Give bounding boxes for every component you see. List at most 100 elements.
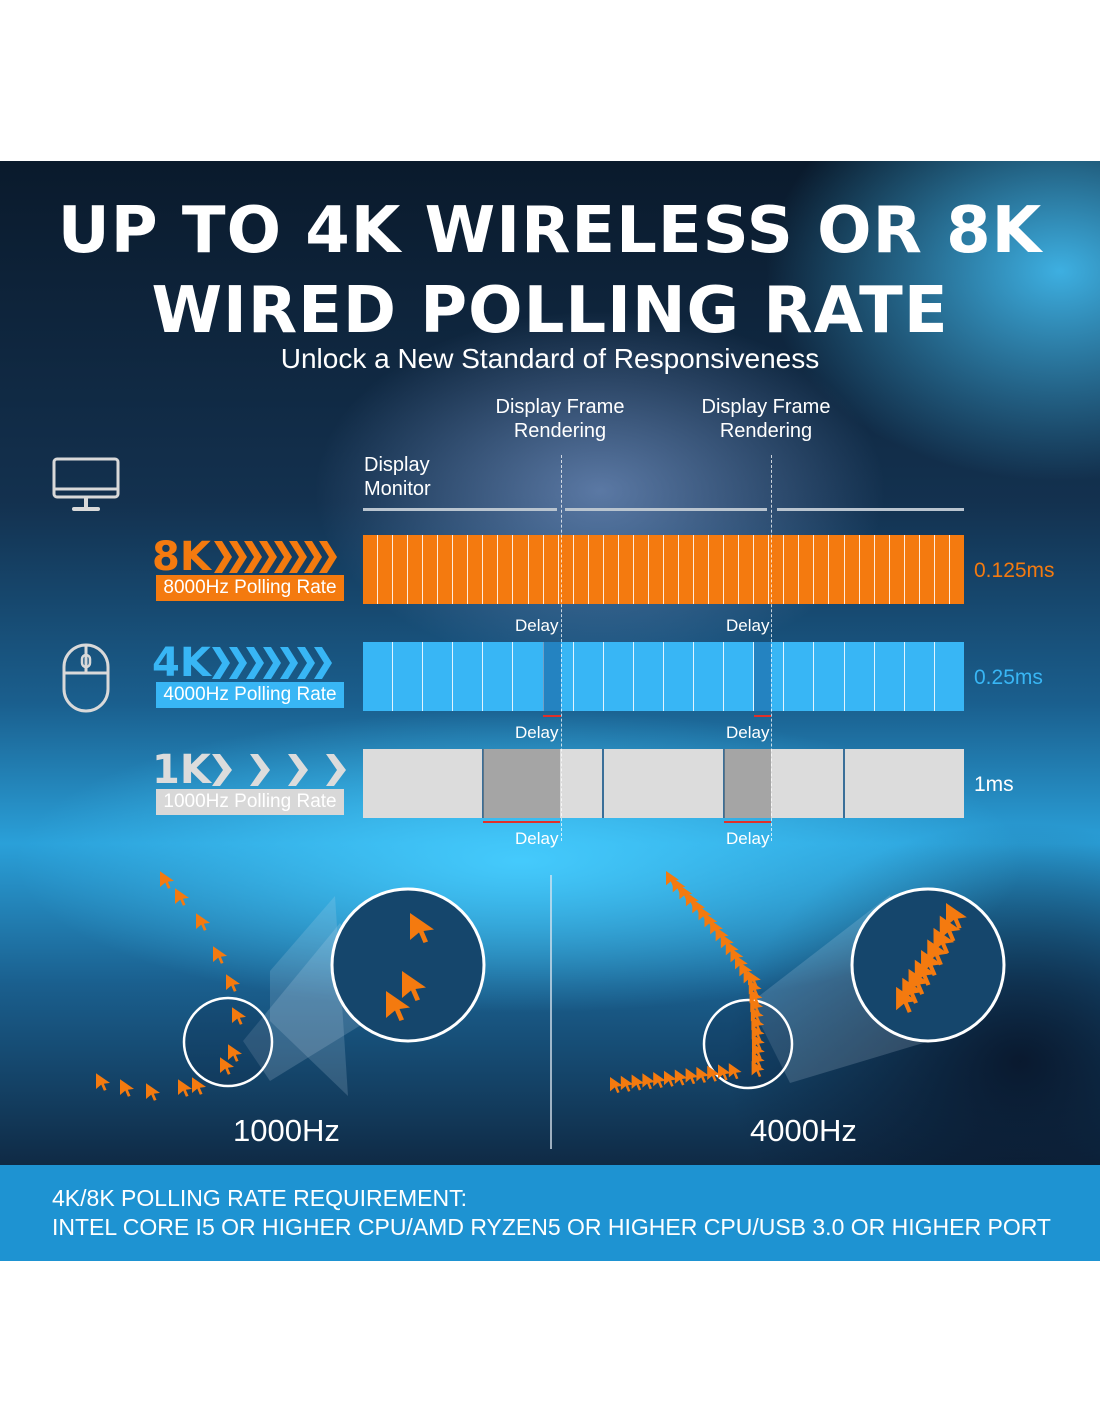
poll-segment — [933, 642, 964, 711]
poll-segment — [888, 535, 904, 604]
poll-segment — [813, 535, 829, 604]
poll-segment — [753, 535, 769, 604]
poll-segment — [422, 642, 453, 711]
timeline-segment — [363, 508, 557, 511]
cursor-mark — [748, 971, 761, 987]
poll-segment — [948, 535, 964, 604]
delay-marker — [483, 821, 560, 823]
cursor-mark — [749, 989, 763, 1005]
poll-segment — [693, 642, 724, 711]
headline-line-1: UP TO 4K WIRELESS OR 8K — [57, 194, 1043, 268]
poll-segment — [662, 535, 678, 604]
poll-segment — [858, 535, 874, 604]
cursor-mark — [921, 949, 942, 976]
delay-region-4k-2 — [754, 642, 771, 711]
cursor-mark — [946, 903, 967, 929]
cursor-mark — [750, 1007, 764, 1023]
poll-segment — [768, 535, 784, 604]
monitor-icon — [52, 457, 120, 511]
label-1000hz-compare: 1000Hz — [233, 1113, 340, 1148]
poll-segment — [843, 642, 874, 711]
badge-1k: 1K — [152, 747, 211, 793]
cursor-mark — [735, 955, 748, 971]
cursor-mark — [720, 934, 734, 950]
cursor-mark — [896, 986, 917, 1013]
value-8k: 0.125ms — [974, 559, 1055, 582]
poll-segment — [843, 535, 859, 604]
cursor-mark — [620, 1075, 634, 1092]
cursor-mark — [750, 998, 764, 1014]
delay-region-1k-2 — [724, 749, 771, 818]
poll-segment — [903, 642, 934, 711]
cursor-mark — [908, 968, 930, 995]
poll-segment — [437, 535, 453, 604]
requirement-bar: 4K/8K POLLING RATE REQUIREMENT: INTEL CO… — [0, 1165, 1100, 1261]
label-4000hz-compare: 4000Hz — [750, 1113, 857, 1148]
poll-segment — [632, 535, 648, 604]
bar-8k — [363, 535, 964, 604]
poll-segment — [617, 535, 633, 604]
poll-segment — [708, 535, 724, 604]
display-monitor-label: Display Monitor — [364, 454, 431, 500]
cursor-mark — [728, 1063, 742, 1080]
poll-segment — [723, 535, 739, 604]
cursor-mark — [696, 1066, 710, 1083]
poll-segment — [662, 642, 694, 711]
timeline-segment — [565, 508, 767, 511]
cursor-mark — [751, 1043, 765, 1059]
poll-segment — [677, 535, 694, 604]
poll-segment — [813, 642, 844, 711]
cursor-mark — [664, 1070, 677, 1087]
frame-rendering-label-2: Display Frame Rendering — [701, 396, 831, 442]
poll-segment — [572, 535, 588, 604]
poll-segment — [512, 642, 543, 711]
delay-label: Delay — [726, 723, 770, 742]
poll-segment — [602, 535, 618, 604]
poll-segment — [452, 642, 483, 711]
delay-marker — [754, 715, 771, 717]
poll-segment — [693, 535, 709, 604]
cursor-mark — [751, 1016, 765, 1032]
poll-segment — [377, 535, 393, 604]
poll-segment — [738, 535, 754, 604]
poll-segment — [482, 535, 498, 604]
frame-divider-2 — [771, 455, 772, 841]
chevrons-1k-icon — [212, 754, 346, 786]
cursor-mark — [751, 1052, 765, 1068]
cursor-mark — [933, 927, 955, 954]
poll-segment — [452, 535, 468, 604]
cursor-mark — [631, 1074, 645, 1091]
cursor-mark — [653, 1071, 666, 1088]
value-4k: 0.25ms — [974, 666, 1043, 689]
label-1000hz: 1000Hz Polling Rate — [156, 789, 344, 815]
poll-segment — [632, 642, 663, 711]
poll-segment — [467, 535, 483, 604]
poll-segment — [602, 642, 633, 711]
cursor-mark — [679, 885, 693, 901]
delay-label: Delay — [726, 616, 770, 635]
cursor-mark — [914, 959, 936, 986]
cursor-mark — [902, 977, 924, 1004]
bar-4k — [363, 642, 964, 711]
cursor-trail-1000hz-illustration — [96, 871, 486, 1101]
poll-segment — [557, 535, 573, 604]
poll-segment — [873, 535, 889, 604]
poll-segment — [497, 535, 513, 604]
cursor-mark — [642, 1073, 656, 1090]
cursor-mark — [725, 941, 739, 957]
delay-region-1k-1 — [483, 749, 560, 818]
cursor-mark — [666, 871, 679, 887]
cursor-mark — [672, 878, 686, 894]
poll-segment — [363, 749, 482, 818]
delay-marker — [724, 821, 771, 823]
chevrons-4k-icon — [212, 647, 332, 679]
frame-divider-1 — [561, 455, 562, 841]
poll-segment — [933, 535, 949, 604]
headline-line-2: WIRED POLLING RATE — [151, 274, 949, 348]
delay-region-4k-1 — [543, 642, 561, 711]
value-1k: 1ms — [974, 773, 1014, 796]
chevrons-8k-icon — [214, 541, 337, 573]
poll-segment — [512, 535, 528, 604]
subtitle: Unlock a New Standard of Responsiveness — [280, 343, 820, 374]
poll-segment — [392, 535, 408, 604]
